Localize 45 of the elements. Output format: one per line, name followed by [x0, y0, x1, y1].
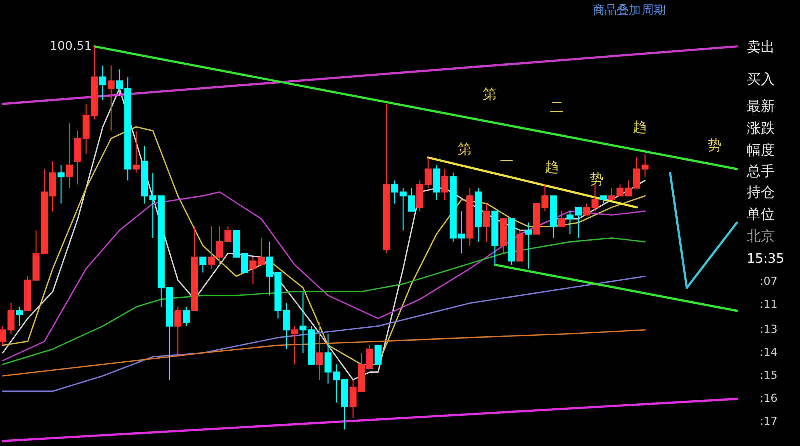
text: :07 [760, 275, 778, 288]
text: 北京 [747, 229, 775, 245]
annotation: 第 [458, 142, 472, 158]
text: 单位 [747, 207, 775, 223]
text: 幅度 [747, 143, 775, 159]
text: :11 [760, 298, 778, 311]
text: 卖出 [747, 40, 775, 56]
text: :17 [760, 415, 778, 428]
annotation: 二 [550, 100, 564, 116]
text: 总手 [746, 164, 775, 180]
candlestick [558, 210, 566, 228]
annotation: 第 [483, 87, 497, 103]
text: 商品叠加 [593, 3, 641, 17]
text: :13 [760, 323, 778, 336]
text: :14 [760, 346, 778, 359]
text: 最新 [747, 99, 775, 115]
text: 周期 [642, 3, 666, 17]
candlestick [100, 65, 107, 101]
text: 买入 [747, 72, 775, 88]
candlestick [316, 322, 324, 380]
candlestick [374, 344, 382, 366]
candlestick [108, 65, 115, 132]
candlestick [182, 306, 190, 327]
annotation: 势 [590, 172, 604, 188]
annotation: 势 [708, 138, 722, 154]
text: 15:35 [747, 252, 784, 267]
text: :15 [760, 369, 778, 382]
candlestick [442, 168, 449, 200]
candlestick [16, 306, 24, 327]
candlestick [58, 164, 65, 204]
text: 持仓 [747, 185, 775, 201]
text: :16 [760, 392, 778, 405]
candlestick [433, 164, 440, 200]
annotation: 趋 [633, 120, 647, 136]
text: 涨跌 [747, 121, 775, 137]
candlestick [66, 122, 74, 189]
candlestick [483, 203, 490, 243]
annotation: 100.51 [50, 39, 92, 53]
annotation: 一 [500, 154, 514, 170]
candlestick [200, 256, 207, 274]
candlestick [132, 130, 140, 174]
annotation: 趋 [545, 160, 559, 176]
candlestick [525, 222, 532, 270]
candlestick [291, 326, 298, 366]
candlestick [174, 306, 182, 358]
